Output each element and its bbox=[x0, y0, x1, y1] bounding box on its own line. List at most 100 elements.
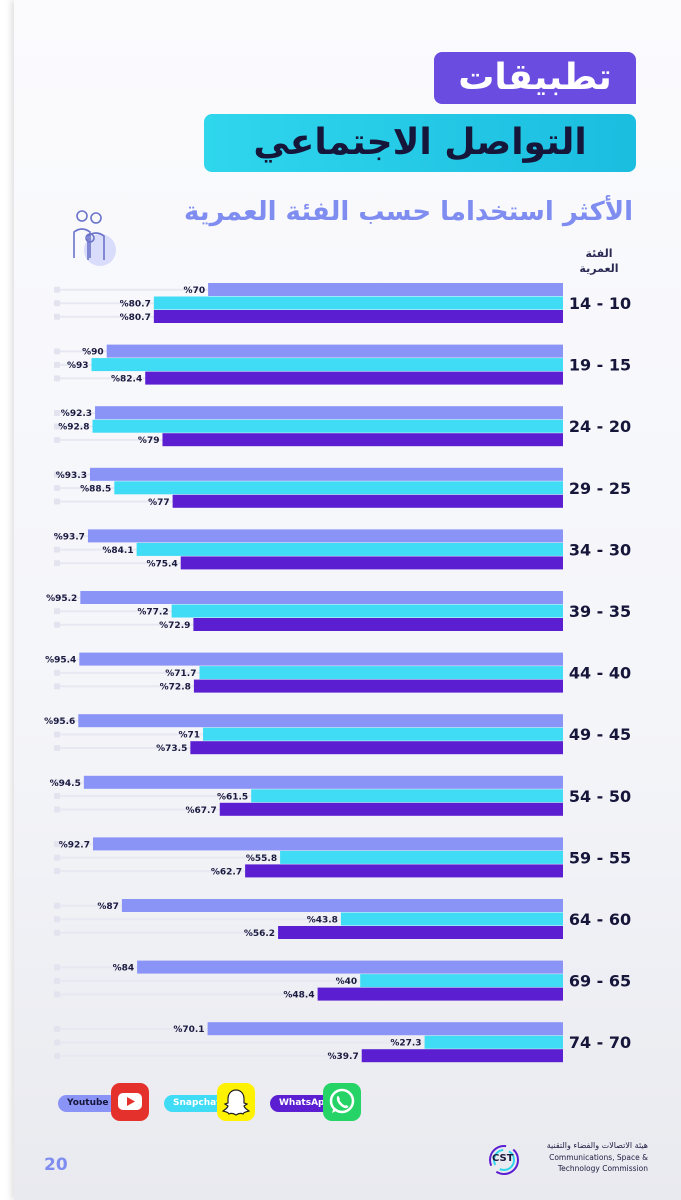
data-label: %73.5 bbox=[156, 744, 187, 754]
grid-guide-marker bbox=[54, 286, 60, 293]
chart-subtitle: الأكثر استخداما حسب الفئة العمرية bbox=[184, 197, 633, 227]
logo-name-english-line-1: Communications, Space & bbox=[549, 1153, 648, 1162]
bar-snapchat bbox=[171, 604, 563, 618]
bar-youtube bbox=[121, 899, 563, 912]
grid-guide-marker bbox=[54, 546, 60, 553]
data-label: %71 bbox=[178, 731, 200, 741]
bar-whatsapp bbox=[193, 679, 564, 693]
bar-whatsapp bbox=[245, 864, 563, 878]
data-label: %92.3 bbox=[61, 409, 92, 419]
bar-youtube bbox=[208, 283, 563, 296]
bar-snapchat bbox=[251, 789, 563, 803]
grid-guide-marker bbox=[54, 902, 60, 909]
data-label: %77.2 bbox=[137, 608, 168, 618]
grid-guide-marker bbox=[54, 313, 60, 320]
bar-whatsapp bbox=[278, 926, 563, 939]
grid-guide-marker bbox=[54, 806, 60, 813]
grid-guide bbox=[56, 918, 563, 921]
data-label: %95.4 bbox=[45, 656, 76, 666]
bar-youtube bbox=[80, 591, 563, 604]
bar-snapchat bbox=[360, 974, 563, 988]
grid-guide-marker bbox=[54, 608, 60, 615]
snapchat-icon bbox=[217, 1083, 255, 1121]
bar-snapchat bbox=[136, 542, 563, 556]
data-label: %48.4 bbox=[283, 991, 314, 1001]
bar-whatsapp bbox=[317, 987, 563, 1001]
logo-name-arabic: هيئة الاتصالات والفضاء والتقنية bbox=[546, 1141, 648, 1150]
data-label: %67.7 bbox=[186, 806, 217, 816]
bar-youtube bbox=[137, 960, 563, 974]
grid-guide-marker bbox=[54, 594, 60, 601]
data-label: %80.7 bbox=[120, 313, 151, 323]
data-label: %94.5 bbox=[50, 779, 81, 789]
bar-whatsapp bbox=[180, 556, 564, 570]
bar-snapchat bbox=[203, 727, 563, 741]
bar-whatsapp bbox=[162, 433, 563, 447]
grid-guide-marker bbox=[54, 409, 60, 416]
data-label: %27.3 bbox=[390, 1039, 421, 1049]
grid-guide-marker bbox=[54, 868, 60, 875]
grid-guide-marker bbox=[54, 841, 60, 848]
bar-whatsapp bbox=[145, 371, 563, 385]
category-label: 39 - 35 bbox=[569, 602, 631, 621]
grid-guide-marker bbox=[54, 375, 60, 382]
data-label: %70.1 bbox=[173, 1025, 204, 1035]
grid-guide-marker bbox=[54, 361, 60, 368]
bar-whatsapp bbox=[153, 310, 563, 323]
category-label: 29 - 25 bbox=[569, 479, 631, 498]
grid-guide bbox=[56, 979, 563, 982]
data-label: %88.5 bbox=[80, 484, 111, 494]
cst-logo-icon bbox=[489, 1145, 519, 1175]
bar-snapchat bbox=[91, 358, 564, 372]
bar-youtube bbox=[87, 529, 563, 543]
data-label: %71.7 bbox=[165, 669, 196, 679]
category-label: 54 - 50 bbox=[569, 787, 631, 806]
data-label: %79 bbox=[138, 436, 160, 446]
bar-snapchat bbox=[424, 1035, 563, 1049]
title-line-2: التواصل الاجتماعي bbox=[204, 114, 636, 172]
data-label: %93.7 bbox=[54, 532, 85, 542]
axis-header-line-1: الفئة bbox=[585, 247, 613, 260]
data-label: %90 bbox=[82, 348, 104, 358]
grid-guide-marker bbox=[54, 621, 60, 628]
legend-label-whatsapp: WhatsApp bbox=[270, 1095, 340, 1112]
axis-header-line-2: العمرية bbox=[579, 262, 619, 275]
grid-guide-marker bbox=[54, 1052, 60, 1059]
data-label: %40 bbox=[336, 977, 358, 987]
data-label: %61.5 bbox=[217, 792, 248, 802]
data-label: %84 bbox=[113, 964, 135, 974]
grid-guide-marker bbox=[54, 1039, 60, 1046]
category-label: 74 - 70 bbox=[569, 1033, 631, 1052]
bar-snapchat bbox=[92, 419, 563, 433]
axis-header: الفئة العمرية bbox=[566, 246, 632, 280]
bar-youtube bbox=[207, 1022, 563, 1036]
grid-guide bbox=[56, 993, 563, 996]
people-icon bbox=[73, 210, 116, 266]
data-label: %77 bbox=[148, 498, 170, 508]
bar-youtube bbox=[78, 714, 564, 728]
bar-youtube bbox=[83, 775, 563, 789]
title-line-1: تطبيقات bbox=[434, 52, 636, 104]
bar-whatsapp bbox=[361, 1049, 563, 1063]
data-label: %84.1 bbox=[102, 546, 133, 556]
grid-guide-marker bbox=[54, 779, 60, 786]
bar-youtube bbox=[89, 467, 564, 481]
grid-guide-marker bbox=[54, 991, 60, 998]
category-label: 44 - 40 bbox=[569, 664, 631, 683]
data-label: %80.7 bbox=[120, 300, 151, 310]
data-label: %93 bbox=[67, 361, 89, 371]
grid-guide-marker bbox=[54, 793, 60, 800]
whatsapp-icon bbox=[323, 1083, 361, 1121]
bar-snapchat bbox=[153, 296, 563, 310]
bar-snapchat bbox=[280, 850, 563, 864]
data-label: %43.8 bbox=[307, 916, 338, 926]
grid-guide-marker bbox=[54, 485, 60, 492]
data-label: %56.2 bbox=[244, 929, 275, 939]
logo-name-english: Communications, Space & Technology Commi… bbox=[528, 1152, 648, 1174]
data-label: %93.3 bbox=[56, 471, 87, 481]
data-label: %95.2 bbox=[46, 594, 77, 604]
category-label: 49 - 45 bbox=[569, 725, 631, 744]
legend-label-snapchat: Snapchat bbox=[164, 1095, 230, 1112]
grid-guide-marker bbox=[54, 929, 60, 936]
bar-youtube bbox=[79, 652, 564, 666]
